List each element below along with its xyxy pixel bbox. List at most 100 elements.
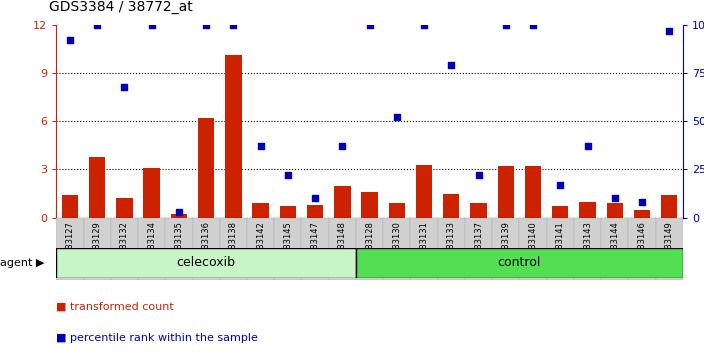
Text: GSM283147: GSM283147 <box>310 221 320 272</box>
Bar <box>443 194 460 218</box>
FancyBboxPatch shape <box>520 218 547 280</box>
Point <box>500 22 511 28</box>
Bar <box>253 203 269 218</box>
Point <box>92 22 103 28</box>
Point <box>609 195 620 201</box>
Bar <box>579 202 596 218</box>
Text: GSM283139: GSM283139 <box>501 221 510 272</box>
FancyBboxPatch shape <box>438 218 465 280</box>
FancyBboxPatch shape <box>492 218 520 280</box>
Point <box>119 84 130 89</box>
Bar <box>552 206 568 218</box>
Text: ■ transformed count: ■ transformed count <box>56 302 174 312</box>
Bar <box>198 118 214 218</box>
FancyBboxPatch shape <box>138 218 165 280</box>
Bar <box>334 185 351 218</box>
FancyBboxPatch shape <box>56 218 84 280</box>
Point <box>337 143 348 149</box>
Point <box>146 22 157 28</box>
Bar <box>307 205 323 218</box>
Text: ■ percentile rank within the sample: ■ percentile rank within the sample <box>56 333 258 343</box>
FancyBboxPatch shape <box>329 218 356 280</box>
Text: GSM283148: GSM283148 <box>338 221 347 272</box>
Point <box>201 22 212 28</box>
Text: GSM283132: GSM283132 <box>120 221 129 272</box>
Text: GSM283134: GSM283134 <box>147 221 156 272</box>
Point <box>664 28 675 33</box>
Text: agent ▶: agent ▶ <box>0 258 44 268</box>
Bar <box>525 166 541 218</box>
Text: GSM283135: GSM283135 <box>175 221 184 272</box>
FancyBboxPatch shape <box>410 218 438 280</box>
Text: GSM283138: GSM283138 <box>229 221 238 272</box>
Point <box>364 22 375 28</box>
Bar <box>144 168 160 218</box>
FancyBboxPatch shape <box>655 218 683 280</box>
Text: GSM283137: GSM283137 <box>474 221 483 272</box>
Text: control: control <box>498 256 541 269</box>
Text: GSM283146: GSM283146 <box>638 221 646 272</box>
Bar <box>607 203 623 218</box>
Point <box>64 38 75 43</box>
Text: GSM283133: GSM283133 <box>447 221 455 272</box>
Bar <box>416 165 432 218</box>
FancyBboxPatch shape <box>601 218 629 280</box>
Text: GSM283143: GSM283143 <box>583 221 592 272</box>
Point <box>636 199 648 205</box>
FancyBboxPatch shape <box>275 218 301 280</box>
Text: GSM283131: GSM283131 <box>420 221 429 272</box>
FancyBboxPatch shape <box>356 218 383 280</box>
FancyBboxPatch shape <box>301 218 329 280</box>
Point <box>446 62 457 68</box>
FancyBboxPatch shape <box>56 248 356 278</box>
Bar <box>661 195 677 218</box>
Text: GSM283130: GSM283130 <box>392 221 401 272</box>
Point <box>255 143 266 149</box>
Bar <box>225 55 241 218</box>
Text: GSM283149: GSM283149 <box>665 221 674 272</box>
FancyBboxPatch shape <box>356 248 683 278</box>
FancyBboxPatch shape <box>465 218 492 280</box>
Text: GSM283129: GSM283129 <box>93 221 101 272</box>
Bar <box>470 203 486 218</box>
Bar <box>116 198 132 218</box>
FancyBboxPatch shape <box>383 218 410 280</box>
Point <box>282 172 294 178</box>
Bar <box>171 215 187 218</box>
Text: GSM283128: GSM283128 <box>365 221 374 272</box>
FancyBboxPatch shape <box>111 218 138 280</box>
Bar <box>89 156 106 218</box>
Text: GSM283145: GSM283145 <box>284 221 292 272</box>
Point <box>310 195 321 201</box>
Point <box>527 22 539 28</box>
Point <box>473 172 484 178</box>
Point <box>418 22 429 28</box>
Bar <box>389 203 405 218</box>
Point <box>391 115 403 120</box>
Bar <box>634 210 650 218</box>
Text: celecoxib: celecoxib <box>177 256 236 269</box>
Point <box>582 143 593 149</box>
Text: GDS3384 / 38772_at: GDS3384 / 38772_at <box>49 0 193 14</box>
Bar <box>498 166 514 218</box>
Point <box>228 22 239 28</box>
FancyBboxPatch shape <box>574 218 601 280</box>
FancyBboxPatch shape <box>165 218 192 280</box>
Text: GSM283140: GSM283140 <box>529 221 538 272</box>
Text: GSM283136: GSM283136 <box>201 221 210 272</box>
FancyBboxPatch shape <box>547 218 574 280</box>
FancyBboxPatch shape <box>192 218 220 280</box>
Text: GSM283142: GSM283142 <box>256 221 265 272</box>
Bar <box>279 206 296 218</box>
Point <box>555 182 566 188</box>
Text: GSM283127: GSM283127 <box>65 221 75 272</box>
Bar <box>361 192 378 218</box>
Bar <box>62 195 78 218</box>
FancyBboxPatch shape <box>84 218 111 280</box>
Text: GSM283141: GSM283141 <box>555 221 565 272</box>
FancyBboxPatch shape <box>220 218 247 280</box>
Text: GSM283144: GSM283144 <box>610 221 620 272</box>
FancyBboxPatch shape <box>247 218 275 280</box>
FancyBboxPatch shape <box>629 218 655 280</box>
Point <box>173 209 184 215</box>
